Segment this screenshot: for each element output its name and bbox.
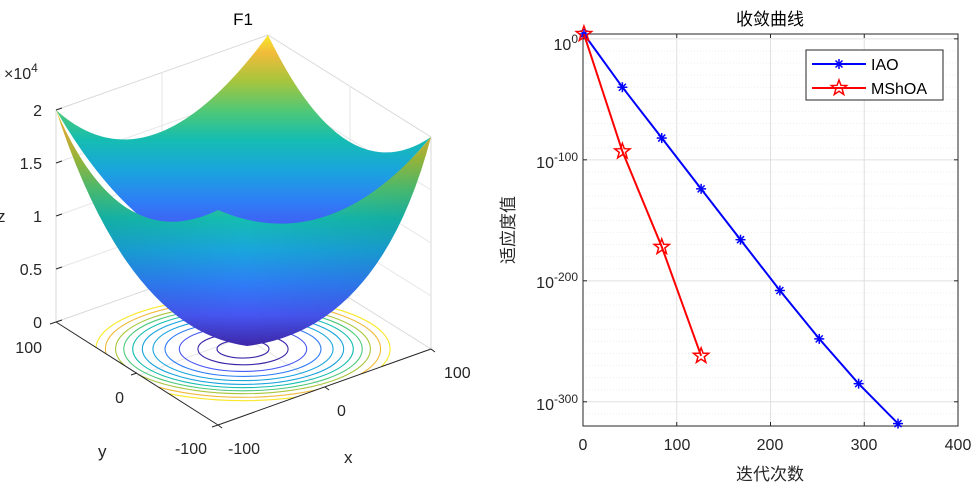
series-iao bbox=[578, 29, 903, 429]
convergence-plot: 收敛曲线 0 100 200 300 400 100 10-100 10-200… bbox=[499, 10, 971, 485]
minor-grid bbox=[583, 50, 958, 427]
x-tick-label: 400 bbox=[945, 437, 972, 454]
legend-marker bbox=[834, 59, 844, 69]
z-tick-label: 0.5 bbox=[20, 262, 42, 279]
z-tick-label: 1 bbox=[33, 209, 42, 226]
x-tick-labels: -100 0 100 bbox=[228, 365, 471, 458]
convergence-ylabel: 适应度值 bbox=[499, 196, 519, 264]
y-tick-label: 10-200 bbox=[536, 270, 578, 292]
y-tick-label: 10-300 bbox=[536, 392, 578, 414]
data-point bbox=[617, 82, 628, 93]
surface bbox=[56, 35, 431, 346]
tick-marks bbox=[49, 107, 436, 429]
legend-entry-mshoa: MShOA bbox=[812, 77, 927, 98]
z-tick-label: 2 bbox=[33, 103, 42, 120]
y-tick-label: 0 bbox=[115, 390, 124, 407]
y-tick-label: -100 bbox=[175, 441, 207, 458]
convergence-title: 收敛曲线 bbox=[736, 10, 804, 30]
data-point bbox=[656, 133, 667, 144]
data-point bbox=[893, 418, 903, 429]
z-axis-label: z bbox=[0, 207, 6, 226]
y-tick-labels: 100 10-100 10-200 10-300 bbox=[536, 32, 578, 414]
x-tick-label: 300 bbox=[851, 437, 878, 454]
x-tick-label: -100 bbox=[228, 441, 260, 458]
legend-marker-mshoa bbox=[829, 77, 849, 97]
data-point bbox=[735, 234, 746, 245]
y-tick-label: 100 bbox=[15, 340, 42, 357]
data-point bbox=[696, 183, 707, 194]
x-tick-label: 100 bbox=[444, 365, 471, 382]
data-point bbox=[774, 285, 785, 296]
legend-entry-iao: IAO bbox=[812, 57, 899, 74]
convergence-xlabel: 迭代次数 bbox=[736, 465, 804, 485]
series-line bbox=[582, 33, 703, 357]
x-tick-label: 0 bbox=[579, 437, 588, 454]
series-layer bbox=[574, 23, 903, 429]
surface-title: F1 bbox=[233, 10, 253, 29]
x-tick-label: 0 bbox=[337, 403, 346, 420]
z-exponent-label: ×104 bbox=[4, 61, 38, 83]
data-point bbox=[691, 345, 711, 365]
z-tick-labels: 0 0.5 1 1.5 2 bbox=[20, 103, 42, 332]
legend-label-iao: IAO bbox=[871, 57, 899, 74]
data-point bbox=[612, 141, 633, 160]
legend-marker-iao bbox=[834, 59, 844, 69]
legend-label-mshoa: MShOA bbox=[871, 81, 927, 98]
series-mshoa bbox=[574, 23, 711, 365]
data-point bbox=[853, 378, 864, 389]
z-tick-label: 1.5 bbox=[20, 156, 42, 173]
z-tick-label: 0 bbox=[33, 315, 42, 332]
legend-marker bbox=[829, 77, 849, 97]
legend-box bbox=[805, 49, 944, 101]
y-axis-label: y bbox=[98, 442, 107, 461]
tick-marks bbox=[582, 34, 959, 426]
legend: IAO MShOA bbox=[805, 49, 944, 101]
y-tick-label: 10-100 bbox=[536, 150, 578, 172]
x-axis-label: x bbox=[344, 448, 353, 467]
x-tick-label: 200 bbox=[757, 437, 784, 454]
y-tick-labels: 100 0 -100 bbox=[15, 340, 207, 458]
data-point bbox=[652, 236, 672, 256]
x-tick-label: 100 bbox=[664, 437, 691, 454]
y-tick-label: 100 bbox=[554, 32, 579, 54]
data-point bbox=[814, 333, 825, 344]
x-tick-labels: 0 100 200 300 400 bbox=[579, 437, 972, 454]
data-point bbox=[574, 23, 594, 43]
surface-plot: F1 0 0.5 1 1.5 2 ×104 z 100 0 -100 y -10… bbox=[0, 10, 471, 467]
